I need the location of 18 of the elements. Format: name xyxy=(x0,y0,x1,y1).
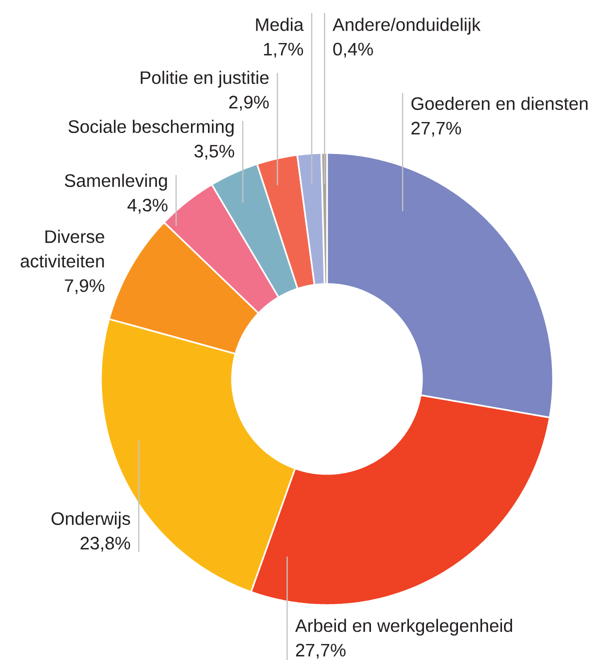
data-label: 1,7% xyxy=(264,42,304,58)
slice-label: Sociale bescherming xyxy=(68,120,234,137)
data-label: 23,8% xyxy=(80,536,130,552)
slice-label: Andere/onduidelijk xyxy=(332,18,481,35)
slice-label: Diverse activiteiten xyxy=(20,230,104,268)
slice-label: Media xyxy=(256,18,304,32)
data-label: 4,3% xyxy=(127,198,168,214)
data-label: 3,5% xyxy=(194,144,234,160)
data-label: 0,4% xyxy=(333,42,373,58)
slice-label: Goederen en diensten xyxy=(411,96,588,110)
slice-label: Politie en justitie xyxy=(140,70,269,88)
slice-label: Onderwijs xyxy=(52,512,130,529)
slice-label: Samenleving xyxy=(64,174,167,191)
data-label: 27,7% xyxy=(411,122,461,137)
data-label: 27,7% xyxy=(296,644,346,659)
slice-label: Arbeid en werkgelegenheid xyxy=(295,618,512,636)
data-label: 7,9% xyxy=(64,279,104,294)
data-label: 2,9% xyxy=(229,96,269,111)
